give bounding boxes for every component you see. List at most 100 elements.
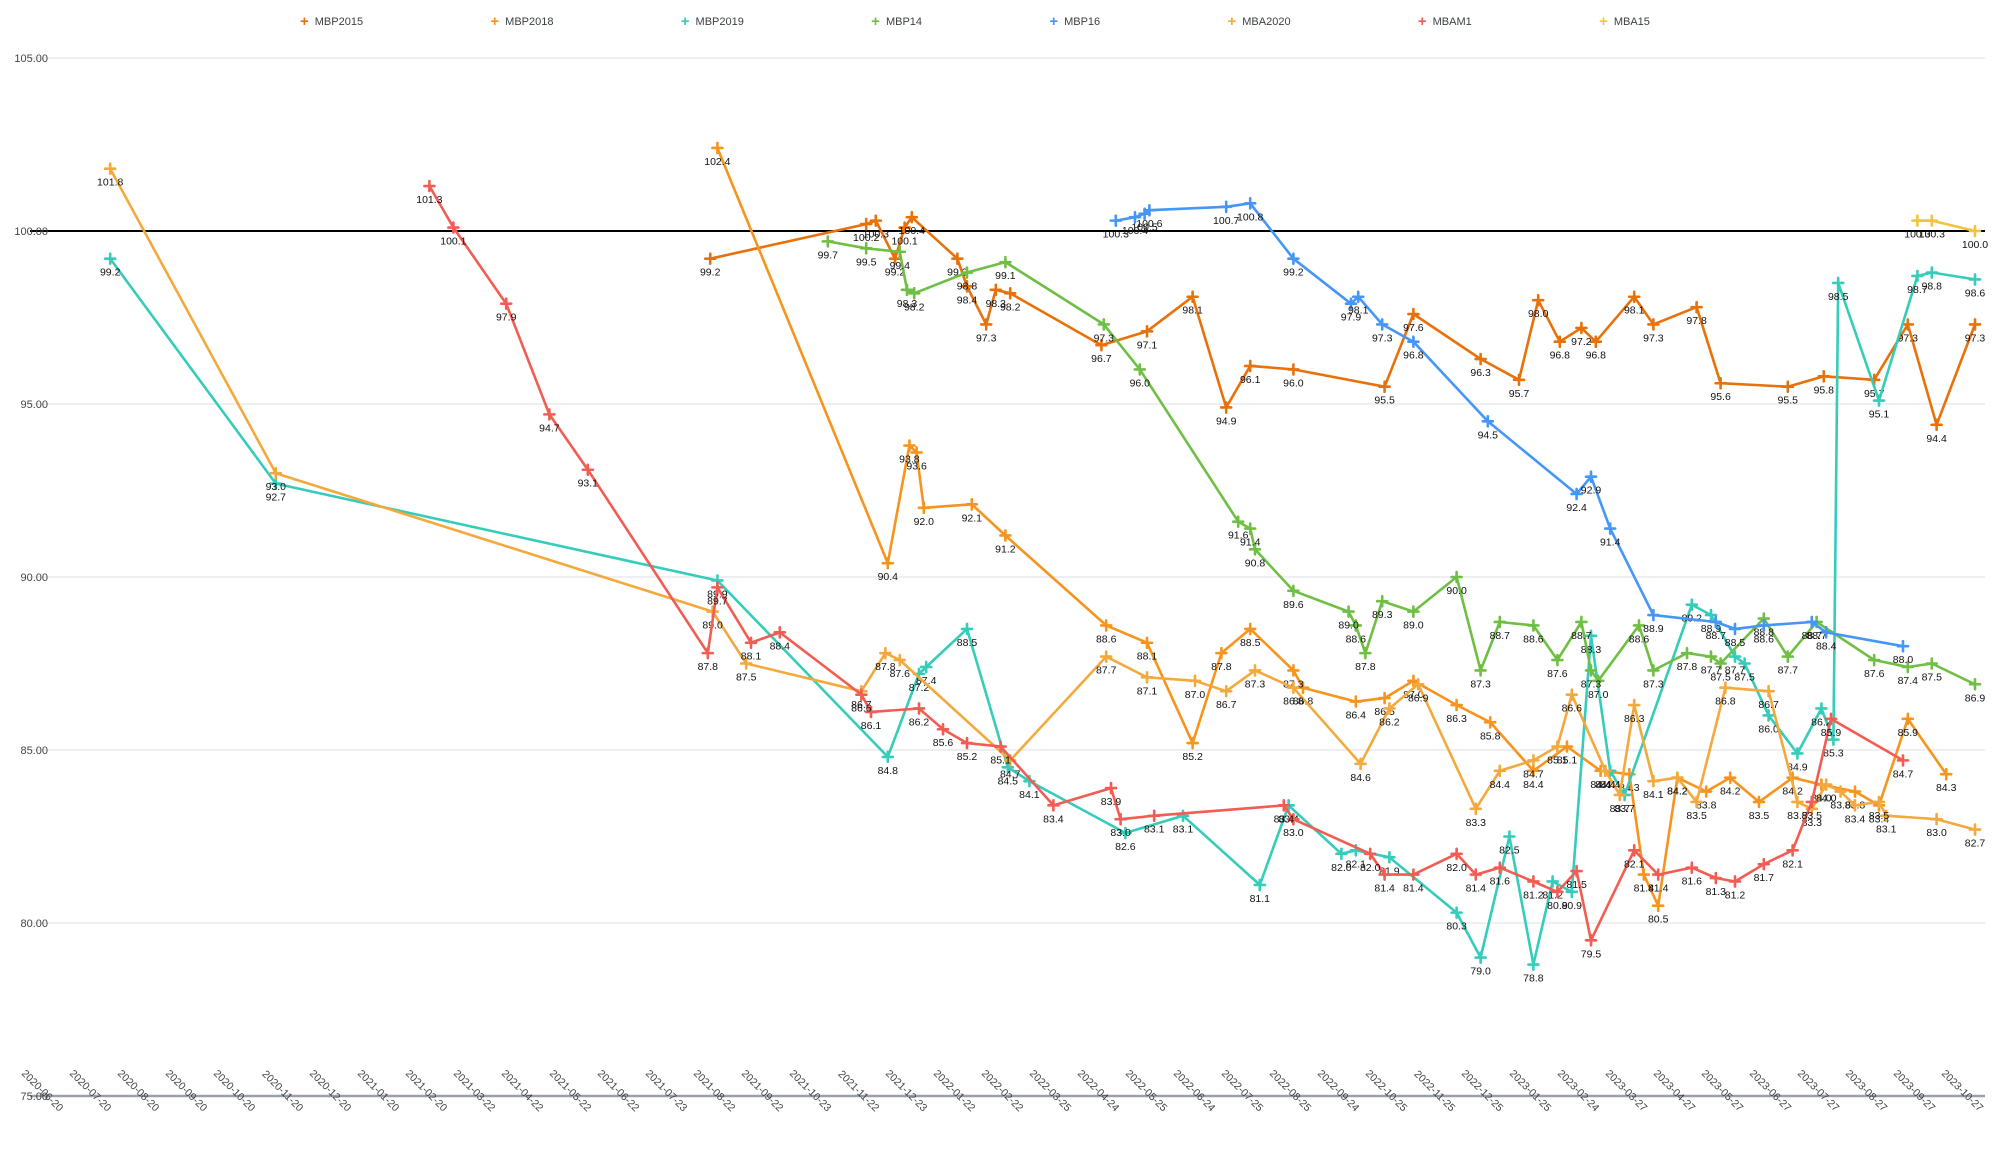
data-point-label: 97.3 (976, 332, 997, 344)
data-point-marker (1383, 850, 1396, 864)
data-point-label: 100.4 (1122, 225, 1148, 237)
data-point-marker (1728, 650, 1742, 663)
data-point-label: 92.7 (266, 492, 287, 504)
data-point-marker (1872, 795, 1886, 809)
data-point-label: 88.3 (1581, 644, 1602, 656)
legend-item-MBA15[interactable]: + MBA15 (1599, 14, 1650, 29)
legend-item-MBP14[interactable]: + MBP14 (871, 14, 922, 29)
data-point-label: 91.2 (995, 543, 1016, 555)
data-point-label: 85.1 (1557, 755, 1578, 767)
data-point-marker (903, 439, 916, 452)
x-axis-tick-label: 2020-12-20 (307, 1068, 354, 1115)
data-point-marker (1781, 380, 1795, 393)
data-point-label: 87.6 (890, 668, 911, 680)
data-point-label: 88.1 (1137, 651, 1158, 663)
data-point-marker (103, 162, 117, 176)
data-point-marker (1551, 653, 1564, 667)
data-point-label: 82.7 (1965, 838, 1986, 850)
data-point-marker (881, 750, 895, 764)
data-point-label: 98.8 (957, 281, 978, 293)
data-point-label: 87.8 (1355, 661, 1376, 673)
data-point-label: 83.9 (1101, 796, 1122, 808)
data-point-marker (1469, 868, 1483, 881)
data-point-label: 80.5 (1648, 914, 1669, 926)
legend-item-MBA2020[interactable]: + MBA2020 (1227, 14, 1290, 29)
data-point-marker (1469, 802, 1483, 816)
y-axis-tick-label: 90.00 (20, 572, 48, 584)
data-point-marker (960, 622, 974, 636)
data-point-label: 96.0 (1130, 377, 1151, 389)
data-point-marker (1584, 934, 1598, 947)
y-axis-tick-label: 85.00 (20, 745, 48, 757)
x-axis-tick-label: 2022-10-25 (1363, 1068, 1410, 1115)
data-point-label: 100.3 (1904, 229, 1930, 241)
legend-item-MBP2018[interactable]: + MBP2018 (490, 14, 554, 29)
legend-item-MBP2019[interactable]: + MBP2019 (681, 14, 744, 29)
data-point-marker (1503, 830, 1516, 843)
data-point-label: 83.5 (1686, 810, 1707, 822)
data-point-label: 95.5 (1374, 395, 1395, 407)
data-point-marker (1375, 318, 1389, 331)
data-point-marker (1450, 698, 1463, 712)
data-point-marker (1481, 415, 1495, 428)
data-point-label: 93.8 (899, 454, 920, 466)
data-point-label: 100.0 (1962, 239, 1988, 251)
data-point-label: 82.6 (1115, 841, 1136, 853)
data-point-marker (1114, 812, 1127, 826)
data-point-label: 84.2 (1667, 786, 1688, 798)
data-point-marker (1627, 698, 1641, 712)
data-point-marker (1243, 522, 1257, 535)
data-point-label: 92.4 (1566, 502, 1587, 514)
data-point-label: 87.3 (1245, 678, 1266, 690)
data-point-label: 88.6 (1629, 633, 1650, 645)
data-point-marker (269, 466, 283, 480)
data-point-label: 95.5 (1778, 395, 1799, 407)
data-point-marker (1867, 653, 1881, 667)
data-point-label: 83.5 (1802, 810, 1823, 822)
data-point-label: 97.3 (1094, 332, 1115, 344)
legend-label: MBP2018 (505, 16, 554, 28)
data-point-marker (1383, 702, 1396, 715)
x-axis-tick-label: 2021-11-22 (835, 1068, 881, 1114)
data-point-marker (1097, 318, 1111, 331)
data-point-marker (864, 705, 878, 719)
data-point-label: 95.1 (1869, 409, 1890, 421)
x-axis-tick-label: 2021-08-22 (691, 1068, 738, 1115)
data-point-marker (1584, 629, 1598, 643)
y-axis-tick-label: 80.00 (20, 918, 48, 930)
data-point-label: 87.8 (875, 661, 896, 673)
x-axis-tick-label: 2023-09-27 (1891, 1068, 1938, 1115)
data-point-marker (1879, 809, 1893, 823)
data-point-label: 97.3 (1898, 332, 1919, 344)
data-point-label: 88.7 (1490, 630, 1511, 642)
data-point-marker (1095, 338, 1108, 352)
data-point-marker (1099, 619, 1113, 632)
data-point-label: 81.1 (1250, 893, 1271, 905)
data-point-label: 82.0 (1331, 862, 1352, 874)
data-point-marker (1603, 522, 1617, 535)
data-point-marker (869, 214, 883, 227)
data-point-label: 83.4 (1274, 813, 1295, 825)
data-point-label: 91.4 (1600, 537, 1621, 549)
y-axis-tick-label: 105.00 (14, 53, 48, 65)
legend-item-MBP16[interactable]: + MBP16 (1049, 14, 1100, 29)
data-point-label: 85.1 (1547, 755, 1568, 767)
data-point-label: 98.0 (1528, 308, 1549, 320)
x-axis-tick-label: 2020-08-20 (115, 1068, 162, 1115)
data-point-label: 81.5 (1566, 879, 1587, 891)
data-point-marker (1354, 757, 1367, 771)
legend-item-MBP2015[interactable]: + MBP2015 (300, 14, 363, 29)
data-point-label: 87.3 (1470, 678, 1491, 690)
data-point-marker (1349, 619, 1363, 632)
legend-item-MBAM1[interactable]: + MBAM1 (1418, 14, 1472, 29)
data-point-label: 81.6 (1682, 876, 1703, 888)
data-point-marker (711, 141, 724, 155)
data-point-marker (893, 245, 907, 259)
data-point-label: 96.7 (1091, 353, 1112, 365)
data-point-marker (1551, 740, 1564, 753)
data-point-marker (103, 252, 117, 265)
data-point-marker (1407, 335, 1420, 349)
data-point-label: 88.9 (1643, 623, 1664, 635)
data-point-marker (1287, 681, 1300, 695)
